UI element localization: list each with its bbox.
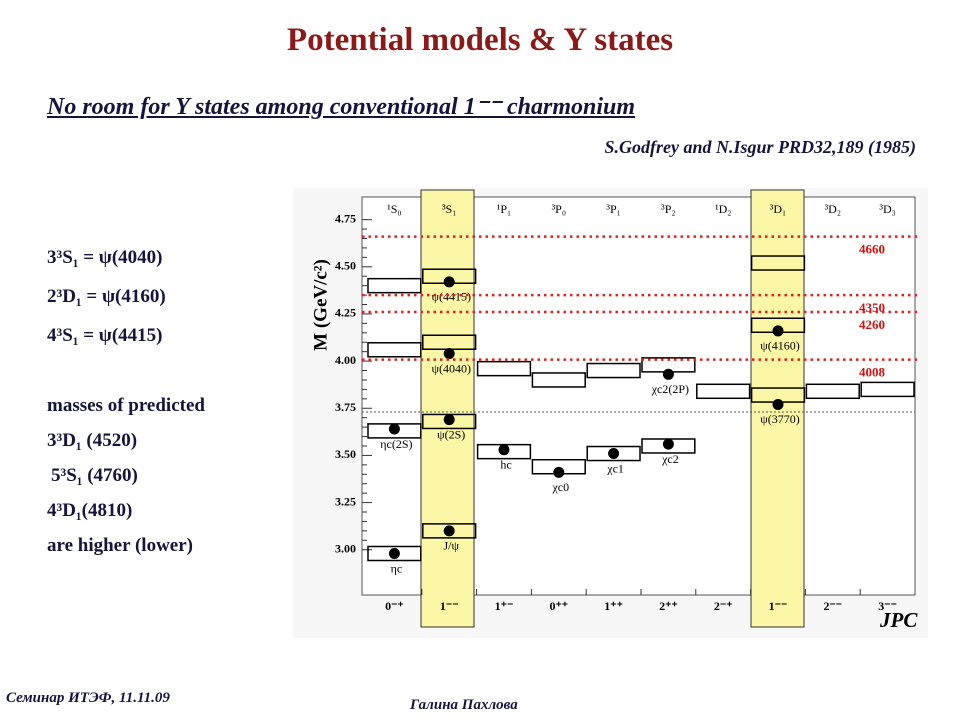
predicted-level <box>750 255 806 271</box>
title: Potential models & Y states <box>286 22 674 58</box>
predicted-level <box>476 360 532 377</box>
predicted-level <box>696 383 751 400</box>
highlight-column <box>420 189 475 628</box>
state-label: ψ(3770) <box>760 412 800 426</box>
x-axis-label: JPC <box>879 608 918 632</box>
state-label: ψ(2S) <box>437 427 465 441</box>
predicted-level <box>586 445 641 462</box>
observed-state <box>498 444 510 456</box>
y-tick-label: 3.00 <box>335 541 356 555</box>
jpc-label: 1⁺⁺ <box>604 599 623 613</box>
jpc-label: 0⁺⁺ <box>549 599 568 613</box>
state-label: χc2 <box>661 452 679 466</box>
predicted-level <box>586 362 641 379</box>
observed-state <box>443 276 455 288</box>
column-label: ³P₀ <box>552 202 566 216</box>
note-line: 5³S₁ (4760) <box>51 465 138 486</box>
y-state-label: 4350 <box>859 300 885 315</box>
note-line: 3³S₁ = ψ(4040) <box>47 247 163 268</box>
predicted-level <box>422 523 477 539</box>
predicted-level <box>367 277 422 294</box>
predicted-level <box>367 342 422 358</box>
predicted-level <box>860 381 915 398</box>
note-line: 3³D₁ (4520) <box>47 430 138 451</box>
jpc-label: 3⁻⁻ <box>878 599 897 613</box>
observed-state <box>662 368 674 380</box>
observed-state <box>443 525 455 537</box>
jpc-label: 2⁻⁻ <box>823 599 842 613</box>
y-tick-label: 4.00 <box>335 353 356 367</box>
y-axis-label: M (GeV/c²) <box>310 259 331 351</box>
column-label: ¹D₂ <box>715 202 731 216</box>
observed-state <box>388 423 400 435</box>
column-label: ³S₁ <box>442 202 456 216</box>
y-state-label: 4260 <box>859 317 885 332</box>
column-label: ³D₃ <box>879 202 895 216</box>
y-state-label: 4660 <box>859 242 885 257</box>
state-label: J/ψ <box>443 539 459 553</box>
state-label: ηc <box>391 561 403 575</box>
observed-state <box>443 348 455 360</box>
state-label: χc2(2P) <box>651 382 689 396</box>
note-line: masses of predicted <box>47 395 205 416</box>
y-tick-label: 3.50 <box>335 447 356 461</box>
note-line: 4³D₁(4810) <box>47 500 133 521</box>
observed-state <box>608 448 620 460</box>
column-label: ³D₁ <box>770 202 786 216</box>
jpc-label: 2⁻⁺ <box>714 599 733 613</box>
jpc-label: 1⁻⁻ <box>769 599 788 613</box>
predicted-level <box>531 372 586 388</box>
note-line: 4³S₁ = ψ(4415) <box>47 325 163 346</box>
observed-state <box>443 414 455 426</box>
state-label: ψ(4040) <box>431 361 471 375</box>
notes: 3³S₁ = ψ(4040) 2³D₁ = ψ(4160) 4³S₁ = ψ(4… <box>47 248 205 571</box>
citation: S.Godfrey and N.Isgur PRD32,189 (1985) <box>604 137 916 157</box>
footer-left: Семинар ИТЭФ, 11.11.09 <box>6 690 170 706</box>
observed-state <box>662 438 674 450</box>
state-label: hc <box>500 458 511 472</box>
y-tick-label: 4.25 <box>335 306 356 320</box>
column-label: ¹S₀ <box>387 202 401 216</box>
jpc-label: 1⁻⁻ <box>440 599 459 613</box>
note-line: are higher (lower) <box>47 535 193 556</box>
observed-state <box>772 398 784 410</box>
note-line: 2³D₁ = ψ(4160) <box>47 286 166 307</box>
state-label: χc1 <box>606 461 624 475</box>
jpc-label: 1⁺⁻ <box>495 599 514 613</box>
state-label: ηc(2S) <box>380 437 412 451</box>
observed-state <box>553 466 565 478</box>
y-tick-label: 4.50 <box>335 259 356 273</box>
column-label: ¹P₁ <box>497 202 511 216</box>
predicted-level <box>367 545 422 562</box>
observed-state <box>388 548 400 560</box>
footer-right: Галина Пахлова <box>410 697 518 713</box>
column-label: ³D₂ <box>825 202 841 216</box>
subtitle: No room for Y states among conventional … <box>47 94 636 120</box>
column-label: ³P₂ <box>661 202 675 216</box>
state-label: ψ(4415) <box>431 290 471 304</box>
observed-state <box>772 325 784 337</box>
state-label: χc0 <box>551 480 569 494</box>
jpc-label: 0⁻⁺ <box>385 599 404 613</box>
state-label: ψ(4160) <box>760 339 800 353</box>
y-state-label: 4008 <box>859 365 886 380</box>
column-label: ³P₁ <box>606 202 620 216</box>
y-tick-label: 3.25 <box>335 494 356 508</box>
y-tick-label: 3.75 <box>335 400 356 414</box>
jpc-label: 2⁺⁺ <box>659 599 678 613</box>
y-tick-label: 4.75 <box>335 211 356 225</box>
predicted-level <box>805 383 860 400</box>
